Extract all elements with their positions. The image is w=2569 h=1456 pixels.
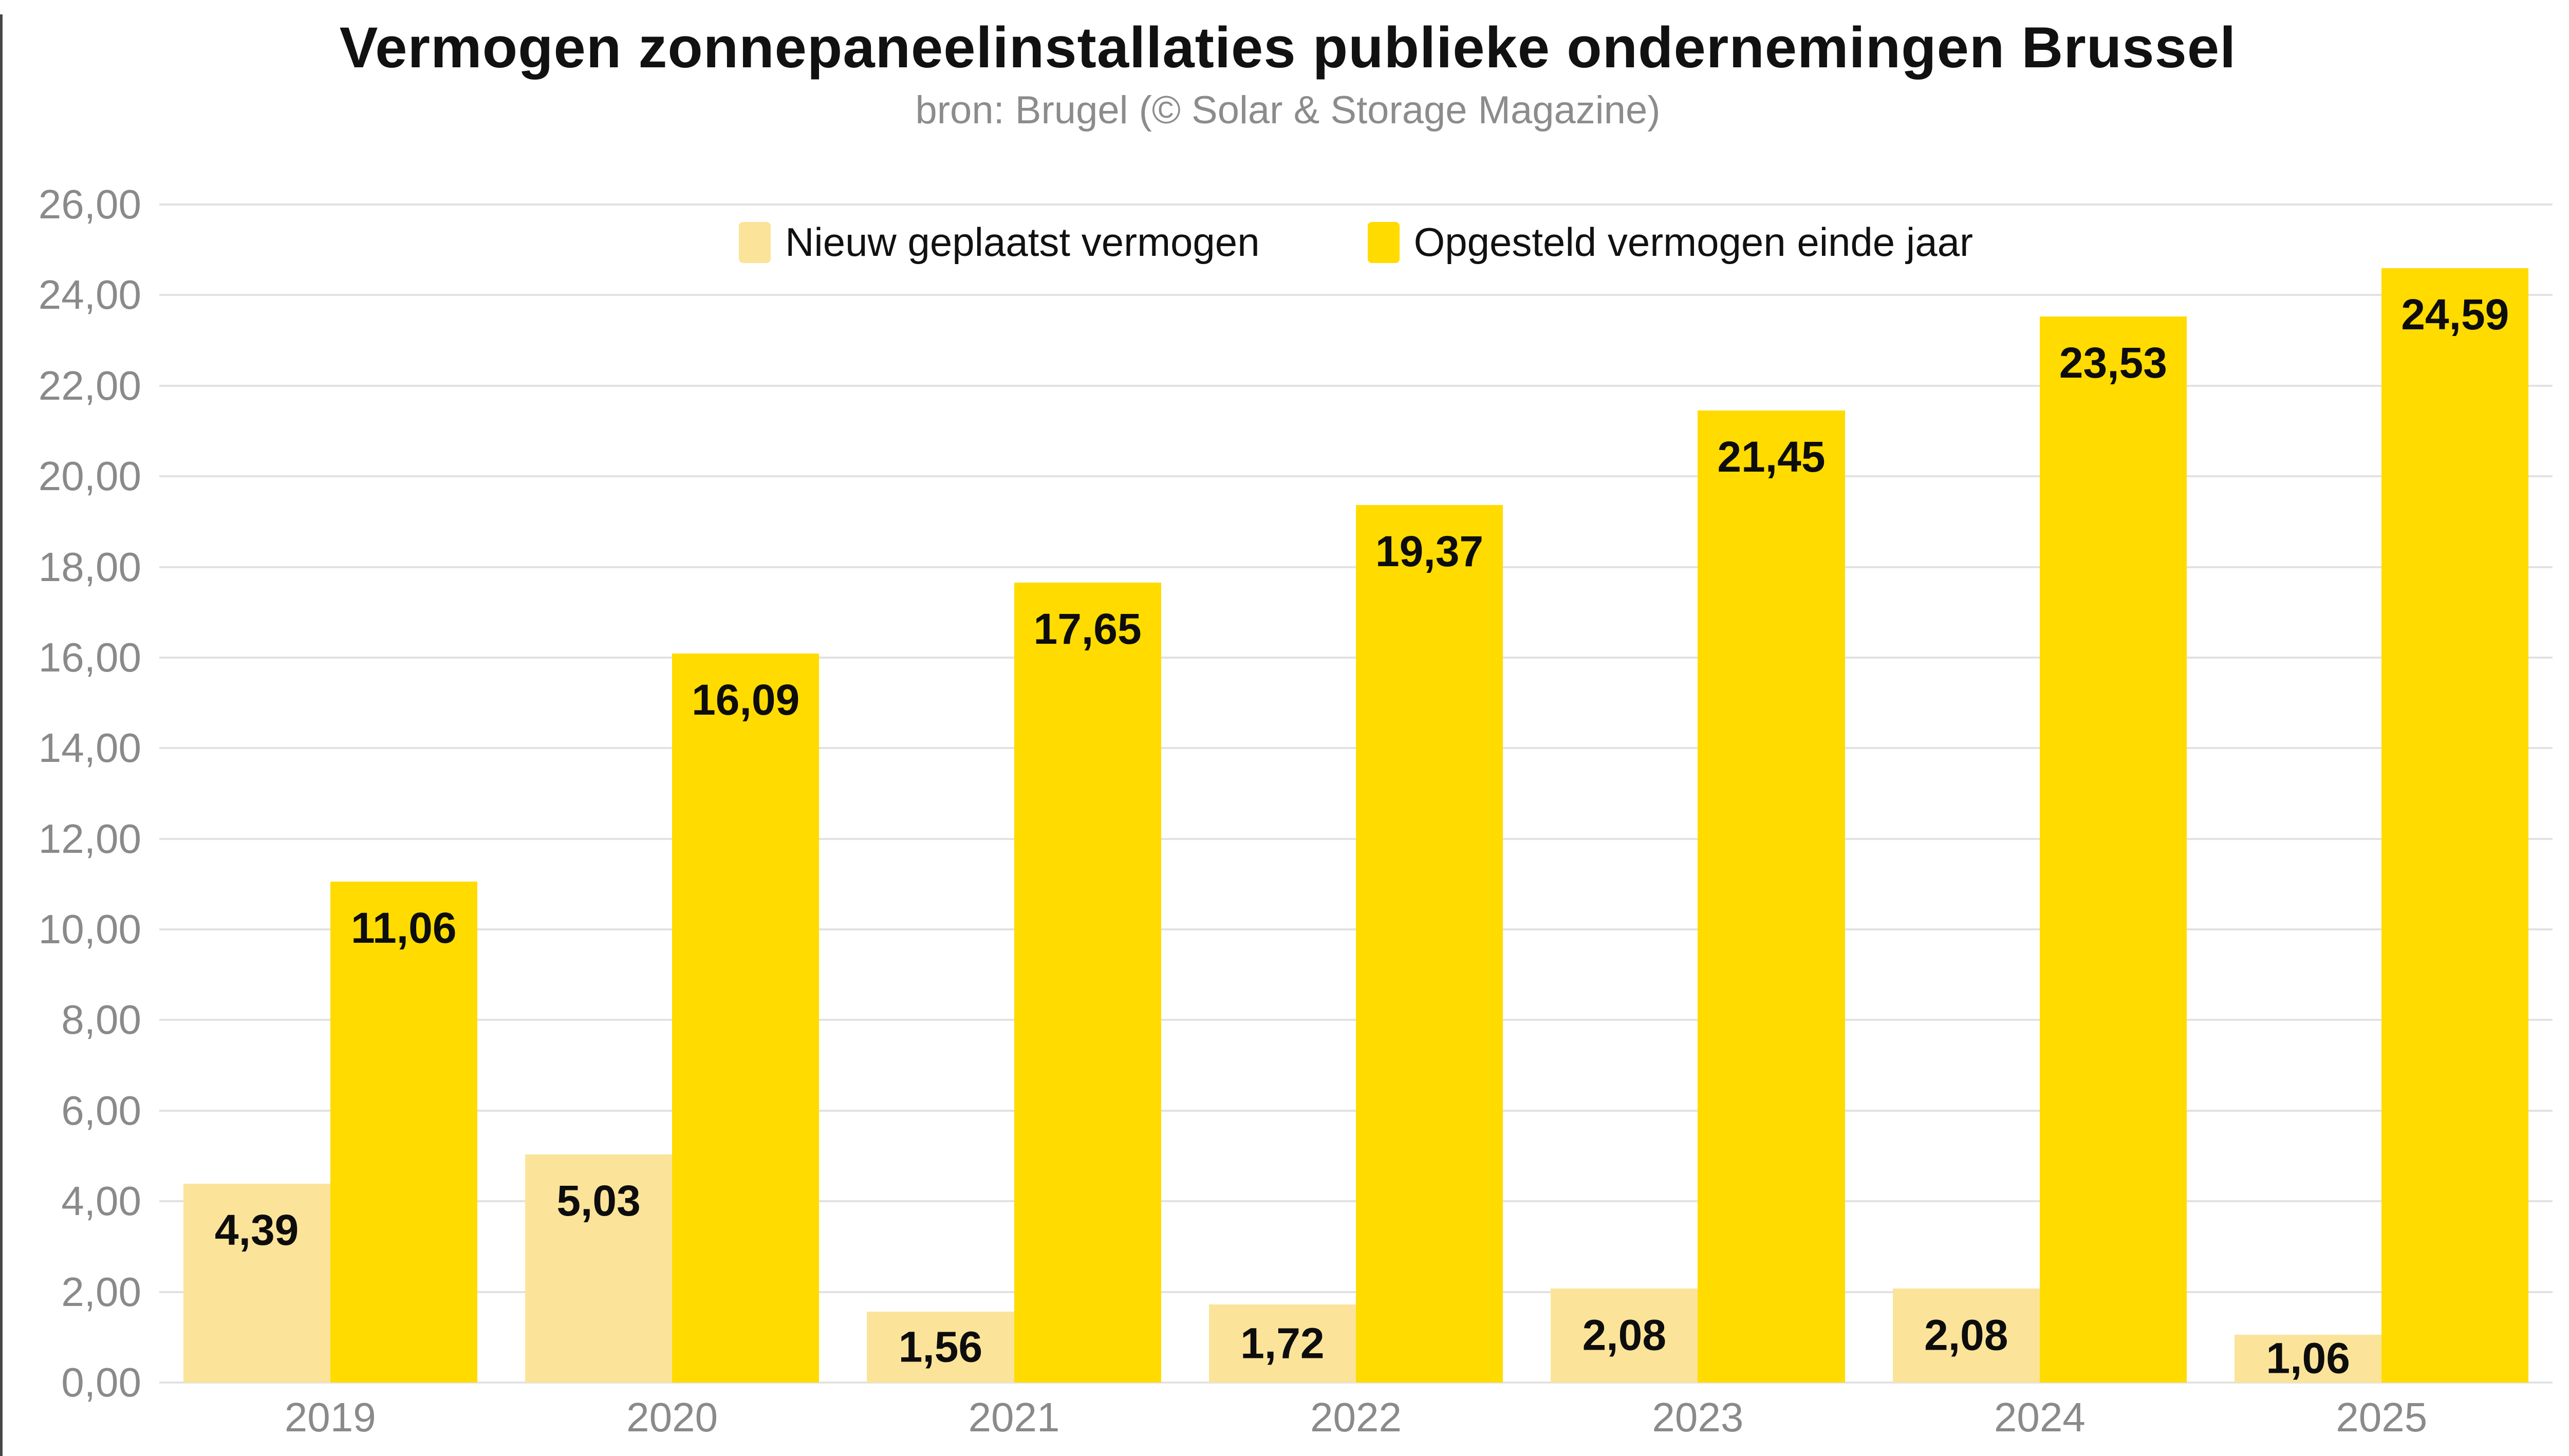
gridline-22,00	[159, 384, 2553, 387]
bar-groups: 4,39 11,06 5,03 16,09 1,56 17,65 1,72 19,37 2,08…	[159, 204, 2553, 1383]
bar-value-label-opgesteld-2025: 24,59	[2401, 290, 2509, 339]
y-tick-label-12,00: 12,00	[38, 815, 141, 862]
bar-group-2024: 2,08 23,53	[1869, 204, 2210, 1383]
y-tick-label-4,00: 4,00	[61, 1178, 141, 1224]
bar-value-label-opgesteld-2020: 16,09	[692, 676, 800, 724]
gridline-0,00	[159, 1382, 2553, 1384]
plot-wrap: 0,00 2,00 4,00 6,00 8,00 10,00 12,00 14,00 16,00…	[3, 14, 2569, 1456]
bar-group-2025: 1,06 24,59	[2211, 204, 2553, 1383]
bar-nieuw-2024: 2,08	[1892, 1288, 2040, 1383]
legend-item-nieuw: Nieuw geplaatst vermogen	[739, 219, 1260, 266]
x-tick-label-2019: 2019	[284, 1394, 376, 1440]
y-tick-label-18,00: 18,00	[38, 544, 141, 590]
chart-page: { "title": "Vermogen zonnepaneelinstalla…	[0, 14, 2569, 1456]
bar-opgesteld-2023: 21,45	[1698, 410, 1845, 1383]
x-tick-label-2025: 2025	[2336, 1394, 2428, 1440]
bar-nieuw-2019: 4,39	[183, 1183, 330, 1383]
bar-value-label-opgesteld-2024: 23,53	[2059, 338, 2167, 387]
y-tick-label-10,00: 10,00	[38, 906, 141, 953]
x-axis-labels: 2019 2020 2021 2022 2023 2024 2025	[159, 1394, 2553, 1441]
bar-opgesteld-2025: 24,59	[2381, 268, 2529, 1383]
bar-group-2020: 5,03 16,09	[501, 204, 843, 1383]
bar-nieuw-2021: 1,56	[867, 1312, 1014, 1383]
gridline-20,00	[159, 475, 2553, 478]
bar-value-label-opgesteld-2019: 11,06	[350, 903, 457, 952]
x-tick-label-2020: 2020	[626, 1394, 718, 1440]
bar-value-label-nieuw-2019: 4,39	[214, 1205, 299, 1254]
bar-value-label-nieuw-2024: 2,08	[1924, 1311, 2008, 1359]
x-tick-label-2022: 2022	[1310, 1394, 1402, 1440]
bar-value-label-nieuw-2020: 5,03	[556, 1177, 641, 1225]
legend-swatch-nieuw-icon	[739, 221, 771, 263]
y-tick-label-22,00: 22,00	[38, 362, 141, 408]
bar-nieuw-2020: 5,03	[525, 1154, 673, 1383]
legend-item-opgesteld: Opgesteld vermogen einde jaar	[1367, 219, 1973, 266]
bar-value-label-nieuw-2022: 1,72	[1240, 1319, 1325, 1368]
chart-title: Vermogen zonnepaneelinstallaties publiek…	[339, 15, 2237, 80]
y-tick-label-16,00: 16,00	[38, 634, 141, 680]
bar-opgesteld-2022: 19,37	[1355, 505, 1503, 1383]
bar-group-2023: 2,08 21,45	[1527, 204, 1869, 1383]
gridline-26,00	[159, 203, 2553, 206]
y-tick-label-8,00: 8,00	[61, 997, 141, 1043]
bar-group-2022: 1,72 19,37	[1185, 204, 1526, 1383]
x-tick-label-2024: 2024	[1994, 1394, 2086, 1440]
y-tick-label-26,00: 26,00	[38, 181, 141, 227]
x-tick-label-2023: 2023	[1652, 1394, 1744, 1440]
y-tick-label-2,00: 2,00	[61, 1268, 141, 1315]
bar-value-label-nieuw-2025: 1,06	[2266, 1334, 2350, 1383]
bar-value-label-nieuw-2023: 2,08	[1582, 1311, 1667, 1359]
bar-opgesteld-2020: 16,09	[672, 654, 820, 1383]
bar-group-2021: 1,56 17,65	[843, 204, 1185, 1383]
bar-nieuw-2023: 2,08	[1551, 1288, 1698, 1383]
bar-value-label-opgesteld-2023: 21,45	[1717, 433, 1826, 481]
bar-value-label-nieuw-2021: 1,56	[898, 1322, 983, 1371]
bar-value-label-opgesteld-2022: 19,37	[1375, 527, 1484, 575]
chart-subtitle: bron: Brugel (© Solar & Storage Magazine…	[915, 88, 1661, 132]
bar-opgesteld-2019: 11,06	[330, 881, 477, 1383]
bar-value-label-opgesteld-2021: 17,65	[1033, 605, 1142, 654]
y-tick-label-20,00: 20,00	[38, 453, 141, 499]
legend-label-opgesteld: Opgesteld vermogen einde jaar	[1413, 219, 1973, 265]
y-axis-labels: 0,00 2,00 4,00 6,00 8,00 10,00 12,00 14,00 16,00…	[3, 181, 141, 1405]
y-tick-label-24,00: 24,00	[38, 272, 141, 318]
bar-opgesteld-2024: 23,53	[2039, 316, 2187, 1383]
bar-nieuw-2022: 1,72	[1208, 1304, 1356, 1383]
y-tick-label-14,00: 14,00	[38, 725, 141, 771]
gridline-24,00	[159, 294, 2553, 296]
legend-swatch-opgesteld-icon	[1367, 221, 1400, 263]
legend-label-nieuw: Nieuw geplaatst vermogen	[785, 219, 1260, 265]
y-tick-label-0,00: 0,00	[61, 1359, 141, 1405]
legend: Nieuw geplaatst vermogen Opgesteld vermo…	[159, 219, 2553, 266]
plot-area: 4,39 11,06 5,03 16,09 1,56 17,65 1,72 19,37 2,08…	[159, 203, 2553, 1384]
x-tick-label-2021: 2021	[968, 1394, 1060, 1440]
y-tick-label-6,00: 6,00	[61, 1087, 141, 1133]
bar-group-2019: 4,39 11,06	[159, 204, 501, 1383]
bar-nieuw-2025: 1,06	[2235, 1334, 2382, 1383]
bar-opgesteld-2021: 17,65	[1014, 583, 1161, 1383]
